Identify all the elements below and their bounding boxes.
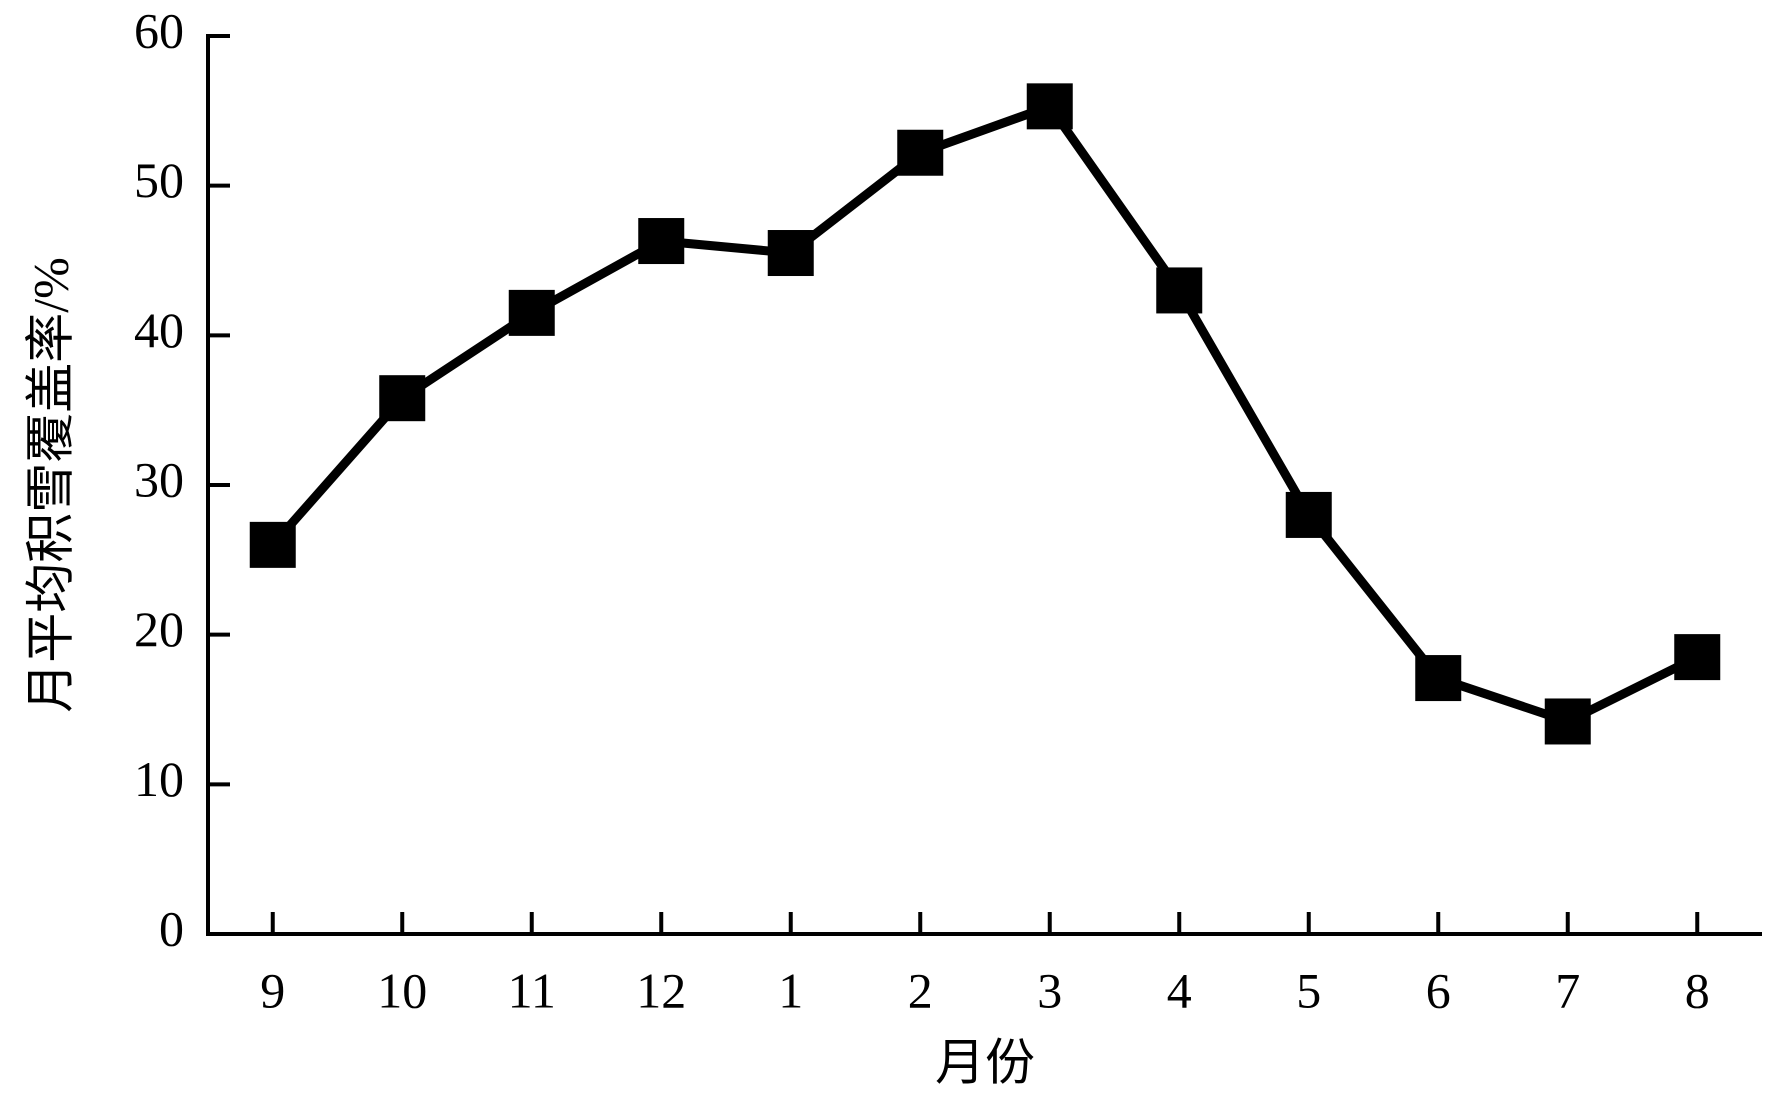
line [269,101,1700,726]
y-axis-label: 月平均积雪覆盖率/% [22,257,78,713]
y-tick-label: 60 [134,2,184,58]
marker [1026,83,1073,130]
x-tick-label: 2 [908,962,933,1018]
marker [638,218,685,265]
marker [1674,634,1721,681]
marker [508,289,555,336]
x-tick-label: 11 [508,962,556,1018]
x-tick-label: 1 [778,962,803,1018]
x-tick-label: 9 [260,962,285,1018]
marker [1415,655,1462,702]
y-tick-label: 40 [134,302,184,358]
y-tick-label: 50 [134,152,184,208]
x-tick-label: 5 [1296,962,1321,1018]
x-tick-label: 10 [377,962,427,1018]
marker [379,375,426,422]
marker [897,129,944,176]
y-tick-label: 0 [159,900,184,956]
marker [767,230,814,277]
y-tick-label: 30 [134,451,184,507]
marker [1156,267,1203,314]
x-tick-label: 4 [1167,962,1192,1018]
x-tick-label: 3 [1037,962,1062,1018]
marker [1285,491,1332,538]
x-tick-label: 12 [636,962,686,1018]
x-axis-label: 月份 [935,1034,1035,1090]
marker [249,521,296,568]
y-tick-label: 10 [134,751,184,807]
marker [1544,698,1591,745]
y-tick-label: 20 [134,601,184,657]
x-tick-label: 8 [1685,962,1710,1018]
x-tick-label: 6 [1426,962,1451,1018]
x-tick-label: 7 [1555,962,1580,1018]
